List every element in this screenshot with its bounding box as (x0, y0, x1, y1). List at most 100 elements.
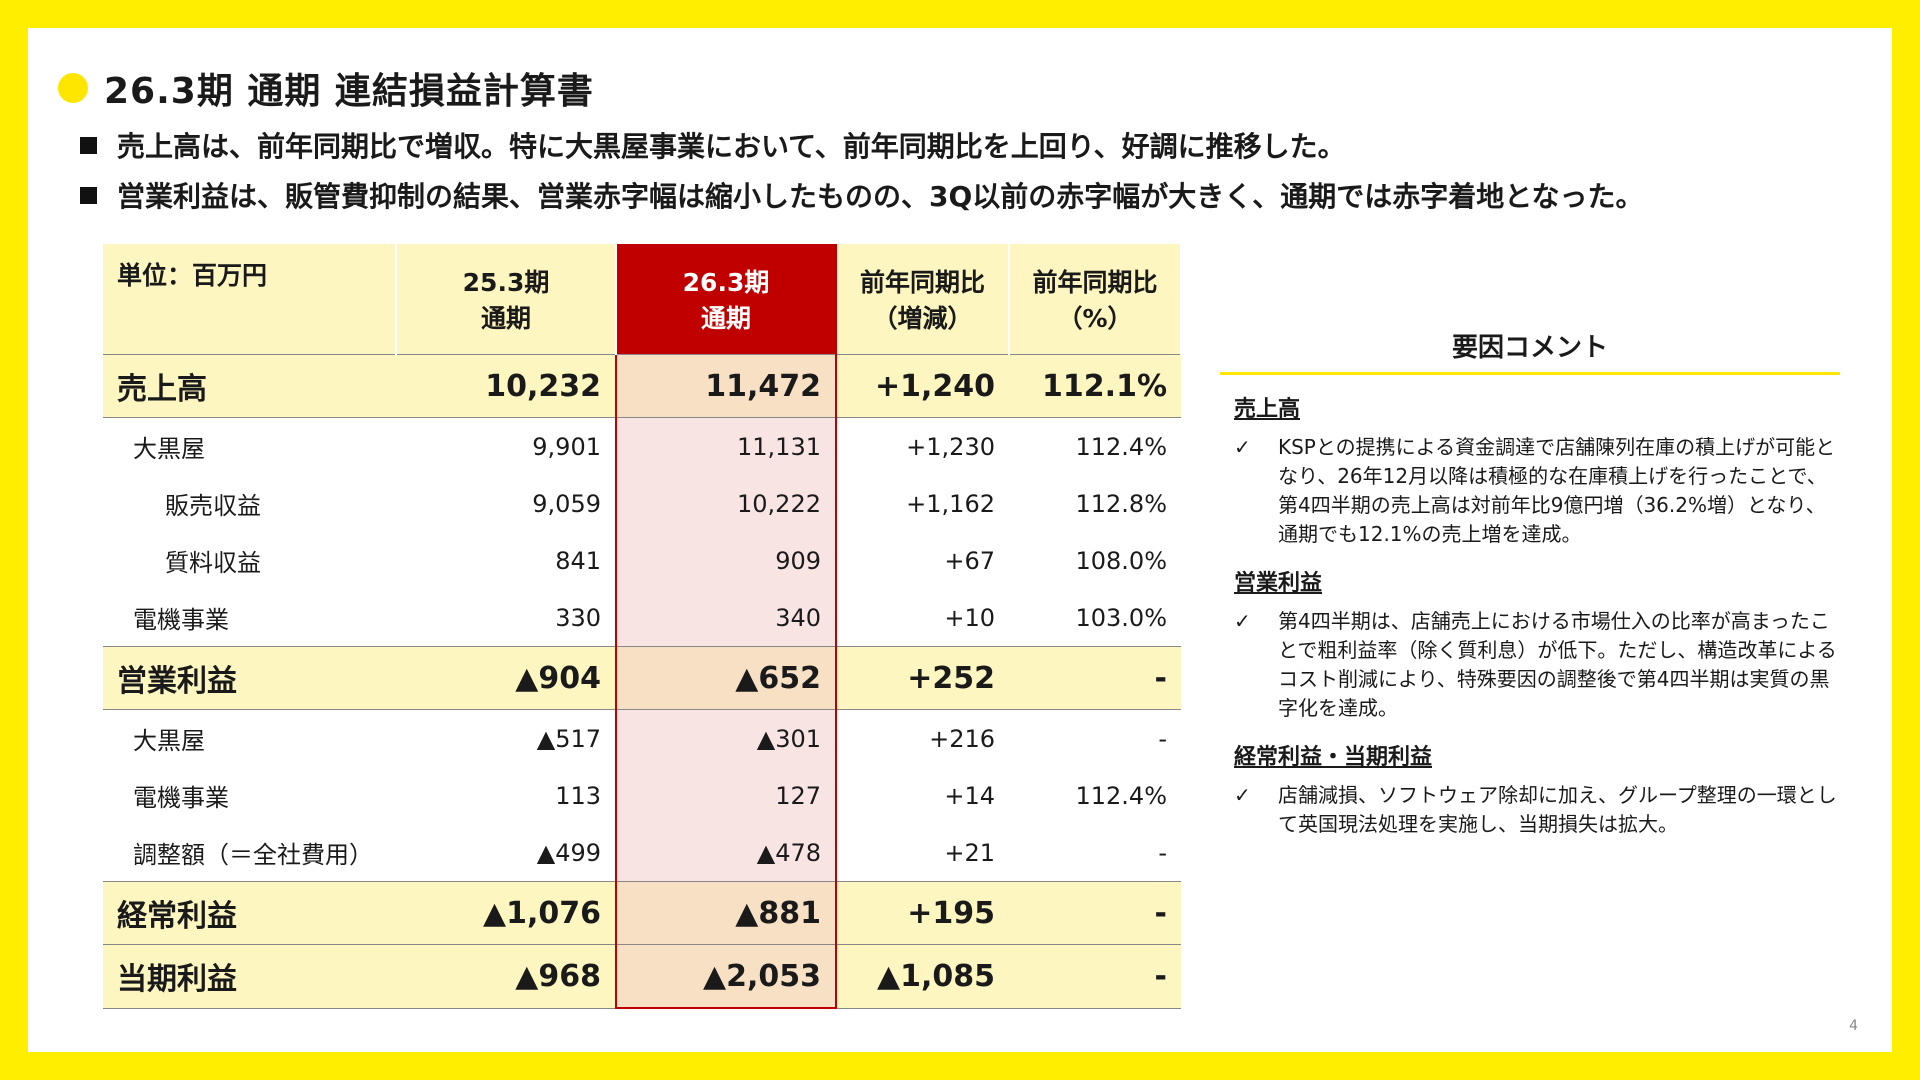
cell-diff: +1,230 (836, 417, 1009, 475)
check-icon: ✓ (1234, 435, 1251, 459)
table-row: 大黒屋 ▲517 ▲301 +216 - (103, 709, 1181, 767)
table-row: 営業利益 ▲904 ▲652 +252 - (103, 646, 1181, 710)
cell-diff: +10 (836, 589, 1009, 647)
summary-bullet-text: 営業利益は、販管費抑制の結果、営業赤字幅は縮小したものの、3Q以前の赤字幅が大き… (117, 180, 1644, 213)
cell-diff: +1,162 (836, 475, 1009, 532)
cell-pct: - (1009, 824, 1181, 882)
check-icon: ✓ (1234, 609, 1251, 633)
comments-panel: 要因コメント 売上高 ✓ KSPとの提携による資金調達で店舗陳列在庫の積上げが可… (1220, 328, 1840, 839)
cell-diff: +1,240 (836, 354, 1009, 418)
row-label: 大黒屋 (103, 417, 396, 475)
cell-curr: ▲881 (615, 881, 837, 945)
income-statement-table: 単位：百万円 25.3期 通期 26.3期 通期 前年同期比 （増減） 前年同期比 （%… (103, 244, 1182, 1009)
page-title: 26.3期 通期 連結損益計算書 (104, 71, 594, 112)
row-label: 営業利益 (103, 646, 396, 710)
comment-heading: 売上高 (1234, 397, 1301, 422)
cell-diff: +14 (836, 767, 1009, 824)
row-label: 質料収益 (103, 532, 396, 589)
summary-bullet: 売上高は、前年同期比で増収。特に大黒屋事業において、前年同期比を上回り、好調に推… (80, 120, 1880, 170)
slide: 26.3期 通期 連結損益計算書 売上高は、前年同期比で増収。特に大黒屋事業にお… (28, 28, 1892, 1052)
cell-pct: 108.0% (1009, 532, 1181, 589)
cell-prev: 9,059 (396, 475, 616, 532)
row-label: 経常利益 (103, 881, 396, 945)
comment-item: ✓ 店舗減損、ソフトウェア除却に加え、グループ整理の一環として英国現法処理を実施… (1234, 781, 1840, 839)
cell-pct: - (1009, 646, 1181, 710)
comment-heading: 営業利益 (1234, 571, 1323, 596)
row-label: 電機事業 (103, 589, 396, 647)
cell-diff: ▲1,085 (836, 944, 1009, 1009)
cell-prev: 113 (396, 767, 616, 824)
cell-diff: +67 (836, 532, 1009, 589)
cell-prev: 330 (396, 589, 616, 647)
square-bullet-icon (80, 136, 97, 154)
table-row: 当期利益 ▲968 ▲2,053 ▲1,085 - (103, 944, 1181, 1009)
col-header-pct: 前年同期比 （%） (1009, 244, 1182, 355)
table-row: 大黒屋 9,901 11,131 +1,230 112.4% (103, 417, 1181, 475)
cell-pct: - (1009, 709, 1181, 767)
page-number: 4 (1849, 1018, 1858, 1034)
table-row: 販売収益 9,059 10,222 +1,162 112.8% (103, 475, 1181, 532)
row-label: 売上高 (103, 354, 396, 418)
cell-curr: ▲652 (615, 646, 837, 710)
cell-pct: - (1009, 881, 1181, 945)
table-row: 売上高 10,232 11,472 +1,240 112.1% (103, 354, 1181, 418)
cell-prev: ▲968 (396, 944, 616, 1009)
cell-prev: 841 (396, 532, 616, 589)
cell-curr: ▲2,053 (615, 944, 837, 1009)
comments-divider (1220, 372, 1840, 375)
cell-pct: 112.4% (1009, 417, 1181, 475)
comment-text: KSPとの提携による資金調達で店舗陳列在庫の積上げが可能となり、26年12月以降… (1278, 435, 1836, 546)
cell-curr: 10,222 (615, 475, 837, 532)
cell-pct: 112.1% (1009, 354, 1181, 418)
col-header-curr: 26.3期 通期 (615, 244, 837, 355)
cell-diff: +21 (836, 824, 1009, 882)
row-label: 調整額（＝全社費用） (103, 824, 396, 882)
title-row: 26.3期 通期 連結損益計算書 (58, 62, 594, 114)
col-header-prev: 25.3期 通期 (396, 244, 617, 355)
unit-label: 単位：百万円 (103, 244, 397, 355)
col-header-diff: 前年同期比 （増減） (836, 244, 1010, 355)
cell-curr: 11,131 (615, 417, 837, 475)
row-label: 電機事業 (103, 767, 396, 824)
table-row: 調整額（＝全社費用） ▲499 ▲478 +21 - (103, 824, 1181, 882)
row-label: 販売収益 (103, 475, 396, 532)
check-icon: ✓ (1234, 783, 1251, 807)
square-bullet-icon (80, 186, 97, 204)
cell-pct: 103.0% (1009, 589, 1181, 647)
comment-item: ✓ KSPとの提携による資金調達で店舗陳列在庫の積上げが可能となり、26年12月… (1234, 433, 1840, 549)
title-bullet-dot (58, 73, 88, 103)
cell-prev: 10,232 (396, 354, 616, 418)
cell-diff: +216 (836, 709, 1009, 767)
cell-prev: ▲499 (396, 824, 616, 882)
comment-text: 店舗減損、ソフトウェア除却に加え、グループ整理の一環として英国現法処理を実施し、… (1278, 783, 1837, 836)
cell-prev: ▲904 (396, 646, 616, 710)
comments-title: 要因コメント (1451, 333, 1608, 363)
cell-curr: 340 (615, 589, 837, 647)
cell-prev: ▲517 (396, 709, 616, 767)
table-row: 電機事業 113 127 +14 112.4% (103, 767, 1181, 824)
cell-diff: +252 (836, 646, 1009, 710)
row-label: 当期利益 (103, 944, 396, 1009)
cell-prev: ▲1,076 (396, 881, 616, 945)
cell-curr: 909 (615, 532, 837, 589)
summary-bullet: 営業利益は、販管費抑制の結果、営業赤字幅は縮小したものの、3Q以前の赤字幅が大き… (80, 170, 1880, 220)
cell-pct: 112.4% (1009, 767, 1181, 824)
cell-curr: ▲301 (615, 709, 837, 767)
comment-item: ✓ 第4四半期は、店舗売上における市場仕入の比率が高まったことで粗利益率（除く質… (1234, 607, 1840, 723)
cell-pct: 112.8% (1009, 475, 1181, 532)
cell-pct: - (1009, 944, 1181, 1009)
table-row: 質料収益 841 909 +67 108.0% (103, 532, 1181, 589)
table-row: 電機事業 330 340 +10 103.0% (103, 589, 1181, 647)
cell-curr: ▲478 (615, 824, 837, 882)
summary-bullet-text: 売上高は、前年同期比で増収。特に大黒屋事業において、前年同期比を上回り、好調に推… (117, 130, 1346, 163)
cell-prev: 9,901 (396, 417, 616, 475)
cell-curr: 127 (615, 767, 837, 824)
cell-curr: 11,472 (615, 354, 837, 418)
comment-heading: 経常利益・当期利益 (1234, 745, 1433, 770)
table-row: 経常利益 ▲1,076 ▲881 +195 - (103, 881, 1181, 945)
row-label: 大黒屋 (103, 709, 396, 767)
summary-bullets: 売上高は、前年同期比で増収。特に大黒屋事業において、前年同期比を上回り、好調に推… (80, 120, 1880, 220)
table-header-row: 単位：百万円 25.3期 通期 26.3期 通期 前年同期比 （増減） 前年同期比 （%… (103, 244, 1182, 355)
comment-text: 第4四半期は、店舗売上における市場仕入の比率が高まったことで粗利益率（除く質利息… (1278, 609, 1837, 720)
cell-diff: +195 (836, 881, 1009, 945)
